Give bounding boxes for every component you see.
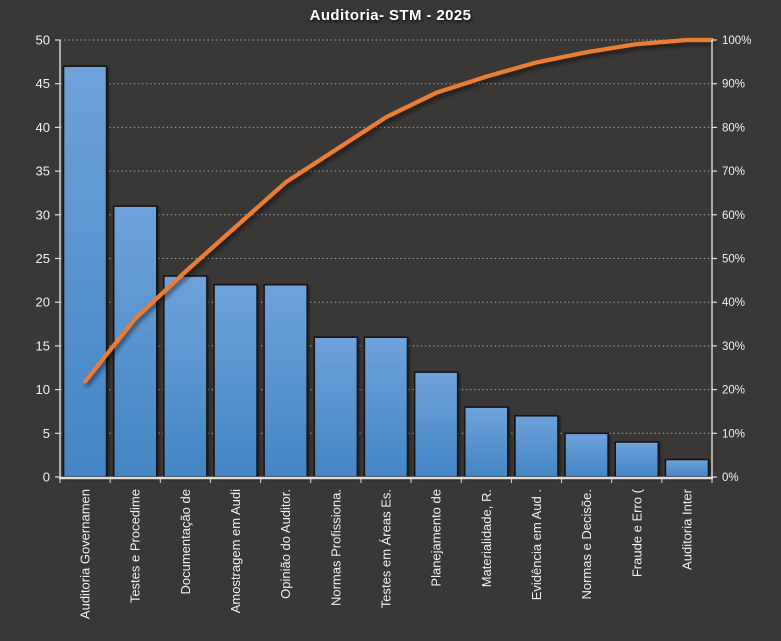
category-label: Planejamento de [429, 489, 444, 587]
left-tick-label: 50 [36, 33, 50, 48]
left-tick-label: 15 [36, 338, 50, 353]
category-label: Auditoria Governamen [78, 489, 93, 619]
bar[interactable] [564, 432, 609, 478]
left-tick-label: 5 [43, 426, 50, 441]
left-tick-label: 10 [36, 382, 50, 397]
right-tick-label: 90% [722, 79, 745, 91]
category-label: Normas Profissiona. [328, 489, 343, 606]
category-label: Testes em Áreas Es. [379, 489, 394, 608]
category-label: Fraude e Erro ( [629, 488, 644, 577]
right-tick-label: 40% [722, 297, 745, 309]
left-tick-label: 25 [36, 251, 50, 266]
left-tick-label: 45 [36, 76, 50, 91]
bar[interactable] [313, 336, 359, 478]
bar[interactable] [213, 283, 258, 478]
right-tick-label: 30% [722, 341, 745, 353]
left-tick-label: 30 [36, 207, 50, 222]
category-label: Normas e Decisõe. [579, 489, 594, 600]
left-tick-label: 40 [36, 120, 50, 135]
left-tick-label: 20 [36, 295, 50, 310]
bar[interactable] [413, 371, 459, 478]
category-label: Amostragem em Audi [228, 489, 243, 613]
right-tick-label: 80% [722, 122, 745, 134]
bar[interactable] [163, 275, 208, 478]
bar[interactable] [664, 458, 710, 478]
category-label: Materialidade, R. [479, 489, 494, 587]
right-tick-label: 20% [722, 385, 745, 397]
axes-group [55, 39, 717, 483]
line-series-group [82, 37, 715, 384]
cumulative-line[interactable] [82, 37, 715, 384]
bar[interactable] [62, 65, 108, 478]
category-label: Testes e Procedime [128, 489, 143, 603]
category-label: Opinião do Auditor. [278, 489, 293, 599]
axis-labels-group: 0 5 10 15 20 25 30 35 40 45 50 0% 10% 20% 30% 40% 50% 60%… [36, 33, 752, 620]
right-tick-label: 0% [722, 472, 739, 484]
bar[interactable] [614, 441, 660, 478]
right-tick-label: 10% [722, 428, 745, 440]
category-label: Documentação de [178, 489, 193, 595]
left-tick-label: 0 [43, 470, 50, 485]
category-label: Evidência em Aud . [529, 489, 544, 600]
bar[interactable] [363, 336, 409, 478]
bar[interactable] [263, 283, 309, 478]
left-tick-label: 35 [36, 164, 50, 179]
bar[interactable] [112, 205, 158, 478]
right-tick-label: 70% [722, 166, 745, 178]
right-tick-label: 50% [722, 254, 745, 266]
bar[interactable] [463, 406, 509, 478]
chart-title: Auditoria- STM - 2025 [309, 7, 472, 24]
right-tick-label: 100% [722, 35, 751, 47]
bar-series-group [62, 65, 710, 478]
bar[interactable] [514, 414, 559, 478]
right-tick-label: 60% [722, 210, 745, 222]
category-label: Auditoria Inter [679, 488, 694, 570]
